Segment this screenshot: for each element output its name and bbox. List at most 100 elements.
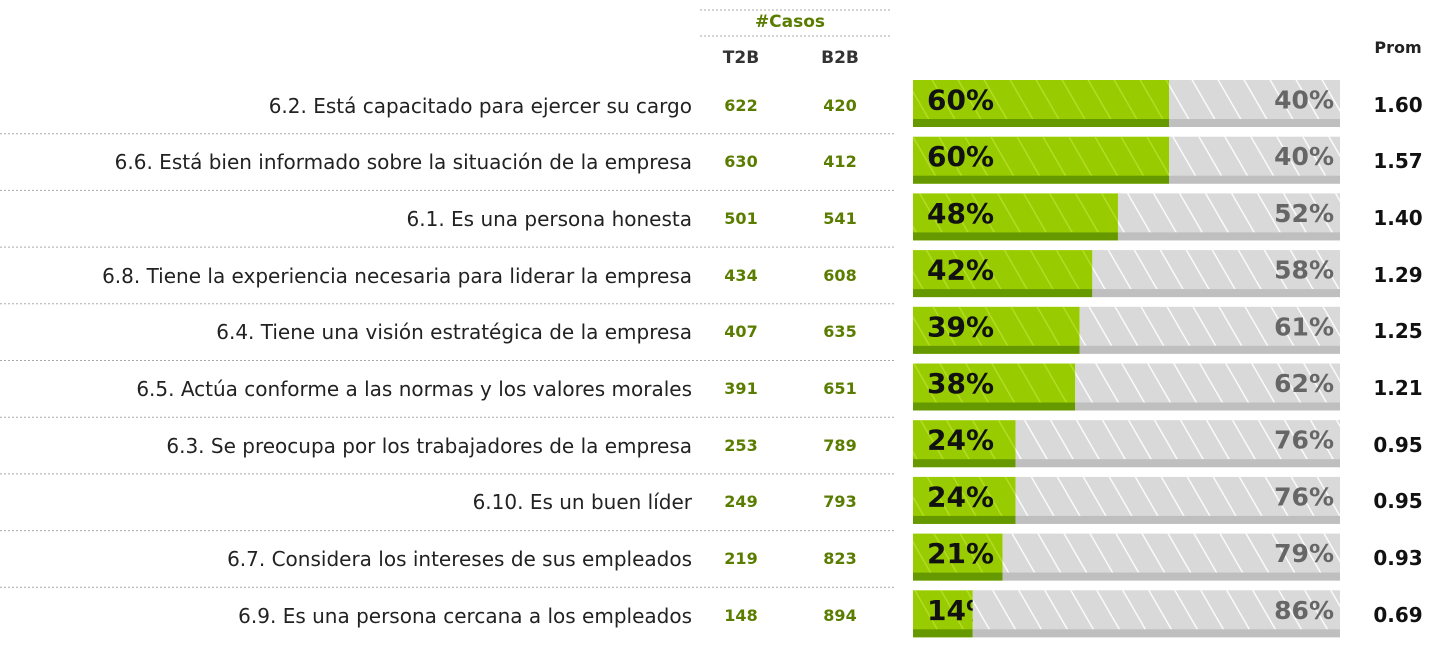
row-label: 6.9. Es una persona cercana a los emplea… <box>238 603 692 628</box>
bar-hatch <box>1015 476 1340 516</box>
value-label: 40% <box>1274 86 1334 115</box>
bar-hatch <box>913 363 1076 403</box>
value-label: 79% <box>1274 539 1334 568</box>
bar-hatch <box>1092 250 1340 290</box>
bar-base <box>1169 119 1340 127</box>
bar-base <box>913 515 1016 524</box>
value-label: 86% <box>1274 596 1334 625</box>
bar-hatch <box>913 80 1170 119</box>
value-label: 40% <box>1274 142 1334 171</box>
bar-hatch <box>1117 193 1340 233</box>
t2b-cases: 622 <box>724 95 758 115</box>
row-label: 6.8. Tiene la experiencia necesaria para… <box>102 263 692 288</box>
row-label: 6.1. Es una persona honesta <box>406 206 692 231</box>
row-label: 6.10. Es un buen líder <box>472 490 692 515</box>
bar-base <box>913 629 973 638</box>
bar-base <box>1015 459 1340 468</box>
value-label: 60% <box>927 84 994 117</box>
t2b-header: T2B <box>722 48 760 68</box>
t2b-cases: 630 <box>724 152 758 172</box>
prom-value: 0.69 <box>1373 602 1423 627</box>
bar-hatch <box>913 250 1093 290</box>
bar-base <box>913 289 1093 298</box>
prom-value: 0.95 <box>1373 432 1423 457</box>
value-label: 60% <box>927 140 994 173</box>
b2b-cases: 894 <box>823 605 857 625</box>
casos-header: #Casos <box>754 12 826 32</box>
value-label: 42% <box>927 254 994 287</box>
bar-base <box>1002 572 1340 581</box>
row-label: 6.3. Se preocupa por los trabajadores de… <box>166 433 692 458</box>
value-label: 21% <box>927 537 994 570</box>
bar-base <box>1092 289 1340 298</box>
bar-base <box>1075 402 1340 411</box>
bar-base <box>913 232 1118 241</box>
bar-hatch <box>913 420 1016 460</box>
value-label: 58% <box>1274 256 1334 285</box>
row-label: 6.5. Actúa conforme a las normas y los v… <box>136 377 692 401</box>
bar-hatch <box>913 476 1016 516</box>
t2b-cases: 253 <box>724 435 758 455</box>
row-label: 6.7. Considera los intereses de sus empl… <box>227 547 692 572</box>
bar-base <box>1079 345 1340 354</box>
row-label: 6.6. Está bien informado sobre la situac… <box>114 150 692 175</box>
value-label: 61% <box>1274 312 1334 341</box>
t2b-cases: 407 <box>724 322 758 342</box>
value-label: 39% <box>927 310 994 343</box>
bar-base <box>1169 175 1340 184</box>
bar-hatch <box>1169 136 1340 176</box>
bar-base <box>913 402 1076 411</box>
t2b-cases: 391 <box>724 379 758 398</box>
bar-hatch <box>913 590 973 630</box>
bar-base <box>1015 515 1340 524</box>
b2b-cases: 823 <box>823 549 857 569</box>
prom-value: 0.93 <box>1373 546 1423 571</box>
value-label: 76% <box>1274 482 1334 511</box>
bar-base <box>972 629 1340 638</box>
bar-hatch <box>1002 533 1340 573</box>
t2b-cases: 249 <box>724 492 758 512</box>
prom-value: 1.60 <box>1373 92 1423 117</box>
bar-base <box>913 175 1170 184</box>
prom-value: 1.21 <box>1373 376 1423 400</box>
bar-base <box>1117 232 1340 241</box>
row-label: 6.2. Está capacitado para ejercer su car… <box>268 93 692 118</box>
prom-header: Prom <box>1374 38 1422 57</box>
prom-value: 0.95 <box>1373 489 1423 514</box>
bar-hatch <box>1079 306 1340 346</box>
bar-hatch <box>913 306 1080 346</box>
bar-hatch <box>913 193 1118 233</box>
prom-value: 1.40 <box>1373 205 1423 230</box>
bar-hatch <box>1075 363 1340 403</box>
value-label: 52% <box>1274 199 1334 228</box>
bar-hatch <box>913 533 1003 573</box>
b2b-cases: 420 <box>823 95 857 115</box>
b2b-header: B2B <box>821 48 859 68</box>
b2b-cases: 541 <box>823 208 857 228</box>
value-label: 48% <box>927 197 994 230</box>
prom-value: 1.29 <box>1373 262 1423 287</box>
bar-hatch <box>1169 80 1340 119</box>
value-label: 24% <box>927 480 994 513</box>
t2b-cases: 148 <box>724 605 758 625</box>
b2b-cases: 793 <box>823 492 857 512</box>
value-label: 38% <box>927 367 994 400</box>
bar-hatch <box>1015 420 1340 460</box>
bar-base <box>913 459 1016 468</box>
value-label: 76% <box>1274 426 1334 455</box>
b2b-cases: 635 <box>823 322 857 342</box>
b2b-cases: 412 <box>823 152 857 172</box>
b2b-cases: 651 <box>823 379 857 398</box>
bar-base <box>913 345 1080 354</box>
t2b-cases: 434 <box>724 265 758 285</box>
bar-base <box>913 572 1003 581</box>
b2b-cases: 608 <box>823 265 857 285</box>
t2b-cases: 501 <box>724 208 758 228</box>
b2b-cases: 789 <box>823 435 857 455</box>
prom-value: 1.25 <box>1373 319 1423 344</box>
prom-value: 1.57 <box>1373 149 1423 174</box>
t2b-cases: 219 <box>724 549 758 569</box>
value-label: 24% <box>927 424 994 457</box>
